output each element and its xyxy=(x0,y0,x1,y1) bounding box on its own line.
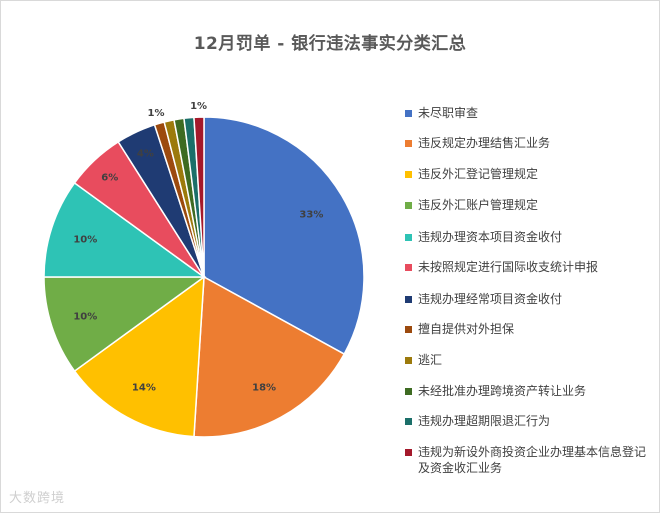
legend-item-3: 违反外汇账户管理规定 xyxy=(405,197,654,213)
legend-item-2: 违反外汇登记管理规定 xyxy=(405,166,654,182)
data-label-5: 6% xyxy=(101,173,118,184)
legend-item-4: 违规办理资本项目资金收付 xyxy=(405,229,654,245)
data-label-1: 18% xyxy=(252,382,276,393)
legend-swatch-8 xyxy=(405,357,412,364)
legend-swatch-1 xyxy=(405,140,412,147)
pie-chart: 33% 18% 14% 10% 10% 6% 4% 1% 1% xyxy=(43,101,365,438)
legend-swatch-4 xyxy=(405,234,412,241)
pie-slice-0 xyxy=(203,116,365,356)
pie-slice-2 xyxy=(73,275,205,438)
data-label-3: 10% xyxy=(73,312,97,323)
data-label-7: 1% xyxy=(148,108,165,119)
legend-label-4: 违规办理资本项目资金收付 xyxy=(418,230,563,244)
watermark-logo: 大数跨境 xyxy=(9,491,66,506)
legend-swatch-2 xyxy=(405,171,412,178)
legend-item-6: 违规办理经常项目资金收付 xyxy=(405,291,654,307)
data-label-2: 14% xyxy=(132,382,156,393)
legend-swatch-10 xyxy=(405,418,412,425)
legend-item-9: 未经批准办理跨境资产转让业务 xyxy=(405,383,654,399)
legend-swatch-7 xyxy=(405,326,412,333)
legend-swatch-5 xyxy=(405,264,412,271)
pie-slice-3 xyxy=(43,276,207,373)
legend-label-1: 违反规定办理结售汇业务 xyxy=(418,136,551,150)
legend-swatch-6 xyxy=(405,296,412,303)
legend-item-1: 违反规定办理结售汇业务 xyxy=(405,135,654,151)
legend-label-11: 违规为新设外商投资企业办理基本信息登记及资金收汇业务 xyxy=(418,445,647,475)
legend-label-10: 违规办理超期限退汇行为 xyxy=(418,414,551,428)
legend-label-5: 未按照规定进行国际收支统计申报 xyxy=(418,260,599,274)
legend-item-7: 擅自提供对外担保 xyxy=(405,321,654,337)
legend-item-11: 违规为新设外商投资企业办理基本信息登记及资金收汇业务 xyxy=(405,444,654,476)
chart-title: 12月罚单 - 银行违法事实分类汇总 xyxy=(193,34,467,54)
pie-slice-11 xyxy=(193,116,205,278)
legend-swatch-0 xyxy=(405,110,412,117)
legend-label-8: 逃汇 xyxy=(418,353,443,367)
legend-label-2: 违反外汇登记管理规定 xyxy=(418,167,539,181)
legend-item-8: 逃汇 xyxy=(405,352,654,368)
legend-swatch-3 xyxy=(405,202,412,209)
data-label-11: 1% xyxy=(190,101,207,112)
legend-label-7: 擅自提供对外担保 xyxy=(418,322,515,336)
legend-item-0: 未尽职审查 xyxy=(405,105,654,121)
legend-swatch-9 xyxy=(405,388,412,395)
legend-item-10: 违规办理超期限退汇行为 xyxy=(405,413,654,429)
legend-label-9: 未经批准办理跨境资产转让业务 xyxy=(418,384,587,398)
legend-swatch-11 xyxy=(405,449,412,456)
legend-label-0: 未尽职审查 xyxy=(418,106,479,120)
pie-slice-1 xyxy=(193,275,346,438)
legend-item-5: 未按照规定进行国际收支统计申报 xyxy=(405,259,654,275)
data-label-0: 33% xyxy=(299,210,323,221)
legend-label-6: 违规办理经常项目资金收付 xyxy=(418,292,563,306)
data-label-4: 10% xyxy=(73,234,97,245)
pie-slice-4 xyxy=(43,181,207,278)
legend-label-3: 违反外汇账户管理规定 xyxy=(418,198,539,212)
data-label-6: 4% xyxy=(137,149,154,160)
